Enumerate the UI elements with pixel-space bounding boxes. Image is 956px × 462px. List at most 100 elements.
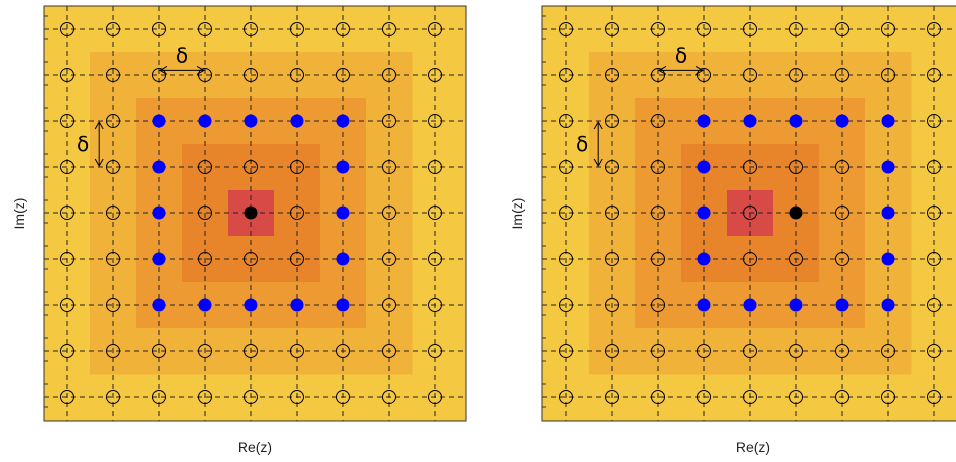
open-grid-point xyxy=(198,22,212,36)
open-grid-point xyxy=(743,344,757,358)
open-grid-point xyxy=(60,22,74,36)
open-grid-point xyxy=(559,298,573,312)
open-grid-point xyxy=(835,68,849,82)
blue-point xyxy=(152,206,166,220)
open-grid-point xyxy=(290,252,304,266)
open-grid-point xyxy=(382,206,396,220)
arrowhead xyxy=(158,65,168,75)
open-grid-point xyxy=(106,344,120,358)
open-grid-point xyxy=(152,22,166,36)
blue-point xyxy=(152,160,166,174)
open-grid-point xyxy=(651,68,665,82)
open-grid-point xyxy=(290,344,304,358)
open-grid-point xyxy=(881,22,895,36)
blue-point xyxy=(290,114,304,128)
open-grid-point xyxy=(743,206,757,220)
heat-cell xyxy=(589,98,636,145)
open-grid-point xyxy=(743,390,757,404)
blue-point xyxy=(152,298,166,312)
open-grid-point xyxy=(60,252,74,266)
blue-point xyxy=(290,298,304,312)
blue-point xyxy=(336,160,350,174)
open-grid-point xyxy=(198,206,212,220)
open-grid-point xyxy=(605,252,619,266)
delta-label-horizontal: δ xyxy=(176,43,188,67)
blue-point xyxy=(743,114,757,128)
blue-point xyxy=(336,206,350,220)
arrowhead xyxy=(196,65,206,75)
open-grid-point xyxy=(428,22,442,36)
open-grid-point xyxy=(789,160,803,174)
open-grid-point xyxy=(835,344,849,358)
open-grid-point xyxy=(605,68,619,82)
blue-point xyxy=(336,114,350,128)
open-grid-point xyxy=(382,252,396,266)
open-grid-point xyxy=(697,344,711,358)
black-point xyxy=(244,206,258,220)
arrowhead xyxy=(695,65,705,75)
black-point xyxy=(789,206,803,220)
blue-point xyxy=(881,252,895,266)
open-grid-point xyxy=(651,206,665,220)
open-grid-point xyxy=(382,390,396,404)
open-grid-point xyxy=(106,298,120,312)
open-grid-point xyxy=(60,298,74,312)
open-grid-point xyxy=(697,390,711,404)
open-grid-point xyxy=(198,390,212,404)
panel-right: δδ xyxy=(541,5,956,422)
open-grid-point xyxy=(336,344,350,358)
open-grid-point xyxy=(152,344,166,358)
open-grid-point xyxy=(835,22,849,36)
blue-point xyxy=(152,252,166,266)
blue-point xyxy=(697,252,711,266)
open-grid-point xyxy=(605,114,619,128)
open-grid-point xyxy=(428,344,442,358)
blue-point xyxy=(198,114,212,128)
open-grid-point xyxy=(382,298,396,312)
blue-point xyxy=(881,114,895,128)
open-grid-point xyxy=(106,206,120,220)
blue-point xyxy=(697,160,711,174)
open-grid-point xyxy=(743,252,757,266)
open-grid-point xyxy=(559,252,573,266)
open-grid-point xyxy=(881,68,895,82)
blue-point xyxy=(835,298,849,312)
plot-frame xyxy=(541,5,956,422)
blue-point xyxy=(244,298,258,312)
open-grid-point xyxy=(789,390,803,404)
blue-point xyxy=(789,114,803,128)
open-grid-point xyxy=(244,344,258,358)
open-grid-point xyxy=(605,344,619,358)
open-grid-point xyxy=(106,114,120,128)
open-grid-point xyxy=(60,114,74,128)
open-grid-point xyxy=(927,206,941,220)
open-grid-point xyxy=(651,22,665,36)
open-grid-point xyxy=(605,390,619,404)
arrowhead xyxy=(94,158,104,168)
open-grid-point xyxy=(244,160,258,174)
delta-label-vertical: δ xyxy=(77,132,89,156)
open-grid-point xyxy=(106,390,120,404)
open-grid-point xyxy=(927,114,941,128)
open-grid-point xyxy=(428,252,442,266)
open-grid-point xyxy=(697,68,711,82)
open-grid-point xyxy=(651,114,665,128)
open-grid-point xyxy=(152,68,166,82)
open-grid-point xyxy=(835,252,849,266)
arrowhead xyxy=(593,120,603,130)
open-grid-point xyxy=(60,160,74,174)
panel-left: δδ xyxy=(43,5,467,422)
open-grid-point xyxy=(290,206,304,220)
open-grid-point xyxy=(605,22,619,36)
open-grid-point xyxy=(789,252,803,266)
open-grid-point xyxy=(244,390,258,404)
blue-point xyxy=(743,298,757,312)
open-grid-point xyxy=(559,344,573,358)
open-grid-point xyxy=(290,68,304,82)
open-grid-point xyxy=(336,68,350,82)
open-grid-point xyxy=(198,160,212,174)
open-grid-point xyxy=(559,160,573,174)
open-grid-point xyxy=(835,390,849,404)
blue-point xyxy=(789,298,803,312)
open-grid-point xyxy=(651,344,665,358)
